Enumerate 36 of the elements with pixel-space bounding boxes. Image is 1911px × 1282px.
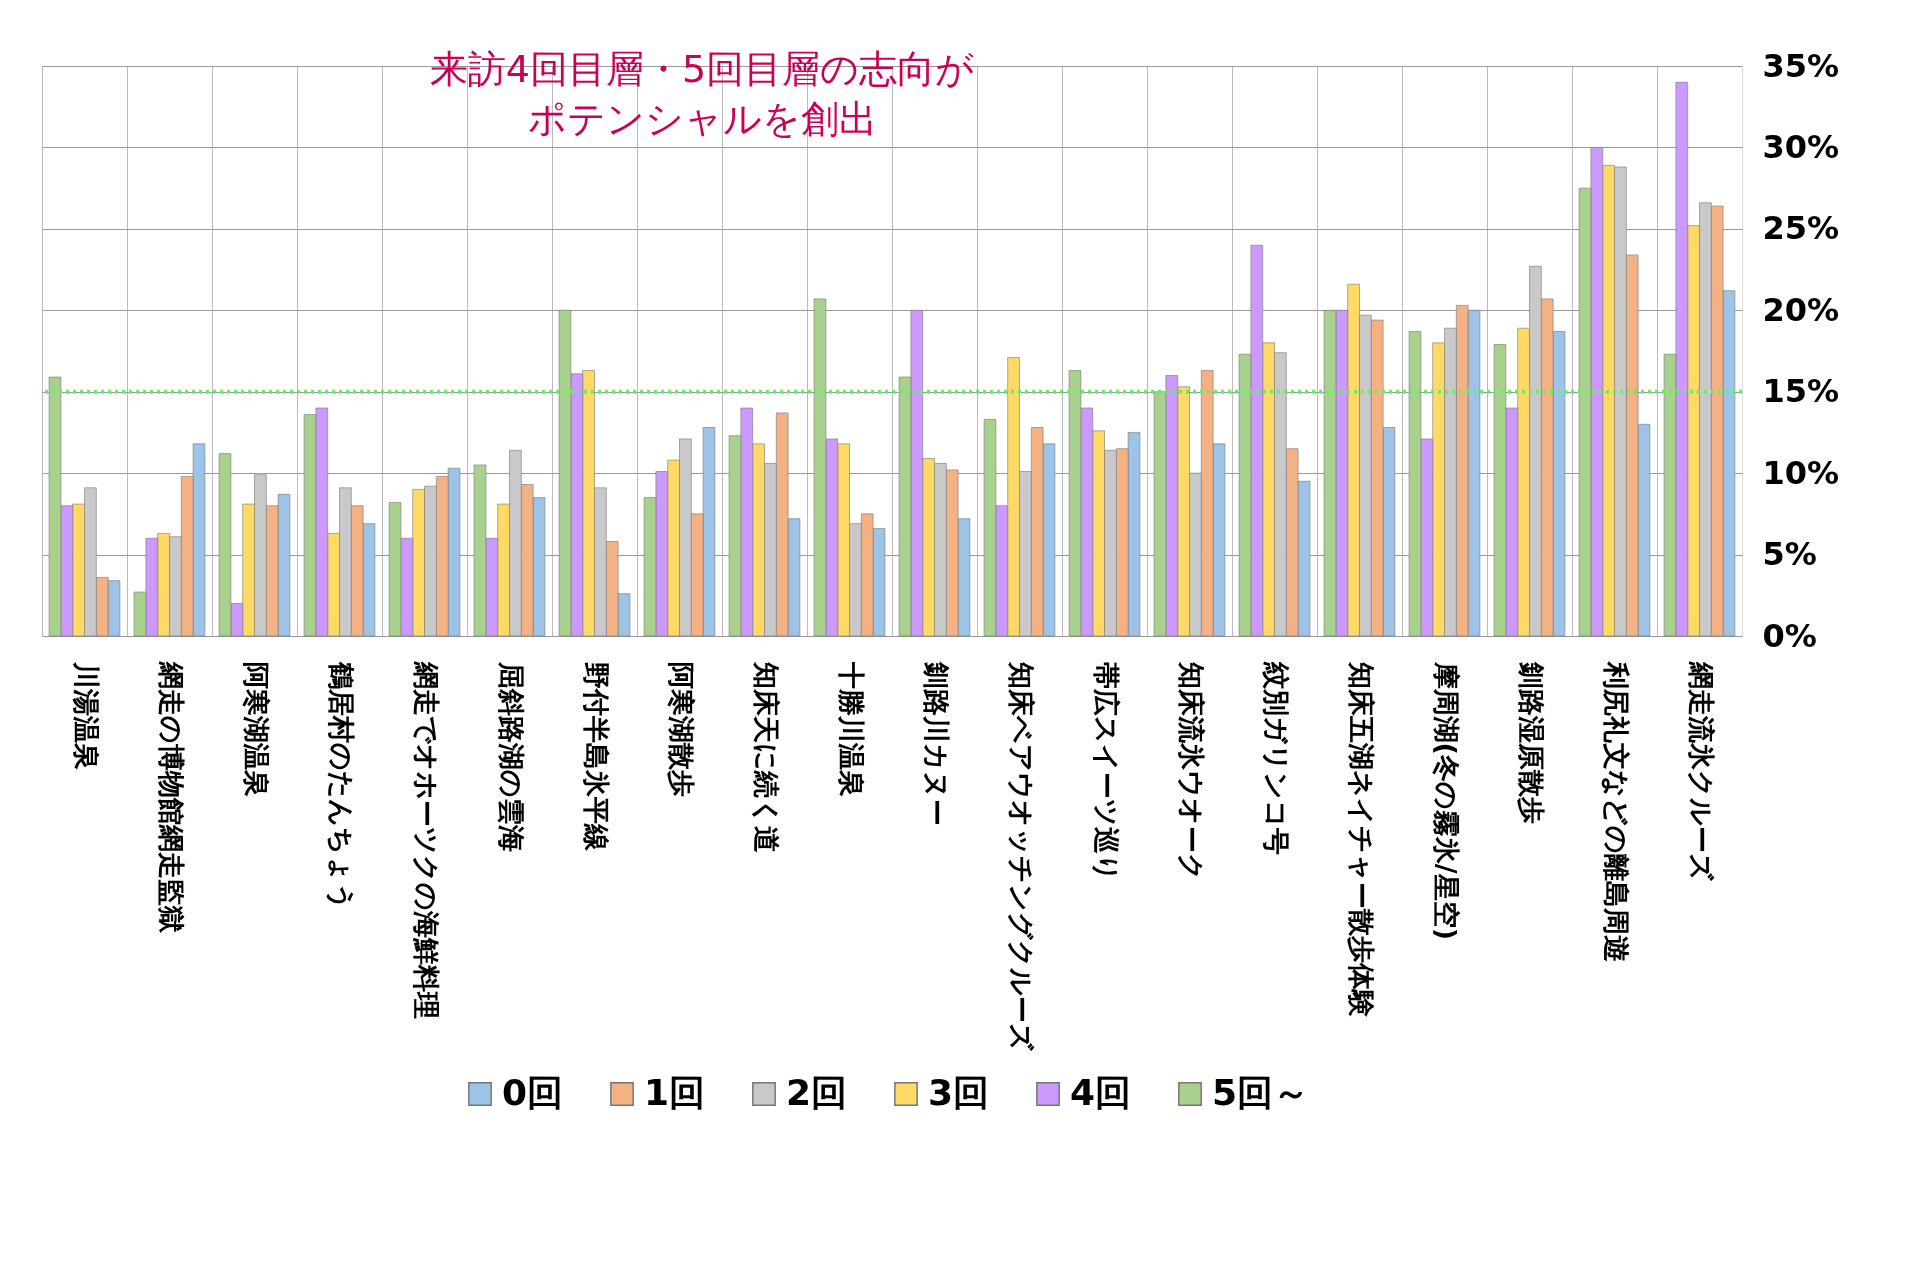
- x-tick-label: 野付半島氷平線: [580, 661, 612, 852]
- y-tick-label: 20%: [1762, 290, 1840, 329]
- x-tick-label: 網走流氷クルーズ: [1685, 660, 1717, 882]
- x-tick-label: 釧路湿原散歩: [1515, 660, 1547, 824]
- annotation: ポテンシャルを創出: [527, 97, 877, 141]
- x-tick-label: 紋別ガリンコ号: [1260, 660, 1292, 855]
- x-tick-label: 網走でオホーツクの海鮮料理: [410, 660, 442, 1019]
- x-tick-label: 知床五湖ネイチャー散歩体験: [1345, 660, 1377, 1017]
- x-tick-label: 釧路川カヌー: [920, 660, 952, 826]
- y-tick-label: 35%: [1762, 46, 1840, 85]
- x-tick-label: 帯広スイーツ巡り: [1090, 661, 1122, 882]
- x-tick-label: 屈斜路湖の雲海: [495, 660, 527, 852]
- legend-label: 5回～: [1212, 1072, 1310, 1113]
- legend-label: 4回: [1070, 1072, 1132, 1113]
- legend-label: 3回: [928, 1072, 990, 1113]
- x-tick-label: 鶴居村のたんちょう: [325, 660, 357, 911]
- y-tick-label: 5%: [1762, 535, 1817, 574]
- legend-label: 1回: [644, 1072, 706, 1113]
- annotation: 来訪4回目層・5回目層の志向が: [429, 47, 975, 91]
- y-tick-label: 15%: [1762, 372, 1840, 411]
- x-tick-label: 摩周湖(冬の霧氷/星空): [1430, 660, 1462, 941]
- x-tick-label: 知床流氷ウオーク: [1175, 660, 1207, 881]
- x-tick-label: 十勝川温泉: [835, 660, 867, 797]
- legend-label: 0回: [502, 1072, 564, 1113]
- x-tick-label: 川湯温泉: [70, 660, 102, 770]
- x-tick-label: 利尻礼文などの離島周遊: [1600, 660, 1632, 962]
- y-tick-label: 10%: [1762, 453, 1840, 492]
- y-tick-label: 25%: [1762, 209, 1840, 248]
- x-tick-label: 阿寒湖温泉: [240, 661, 272, 797]
- y-tick-label: 30%: [1762, 127, 1840, 166]
- x-tick-label: 知床ベアウオッチングクルーズ: [1005, 660, 1037, 1052]
- legend-label: 2回: [786, 1072, 848, 1113]
- x-tick-label: 網走の博物館網走監獄: [155, 660, 187, 934]
- x-tick-label: 阿寒湖散歩: [665, 661, 697, 797]
- y-tick-label: 0%: [1762, 616, 1817, 655]
- x-tick-label: 知床天に続く道: [750, 660, 782, 853]
